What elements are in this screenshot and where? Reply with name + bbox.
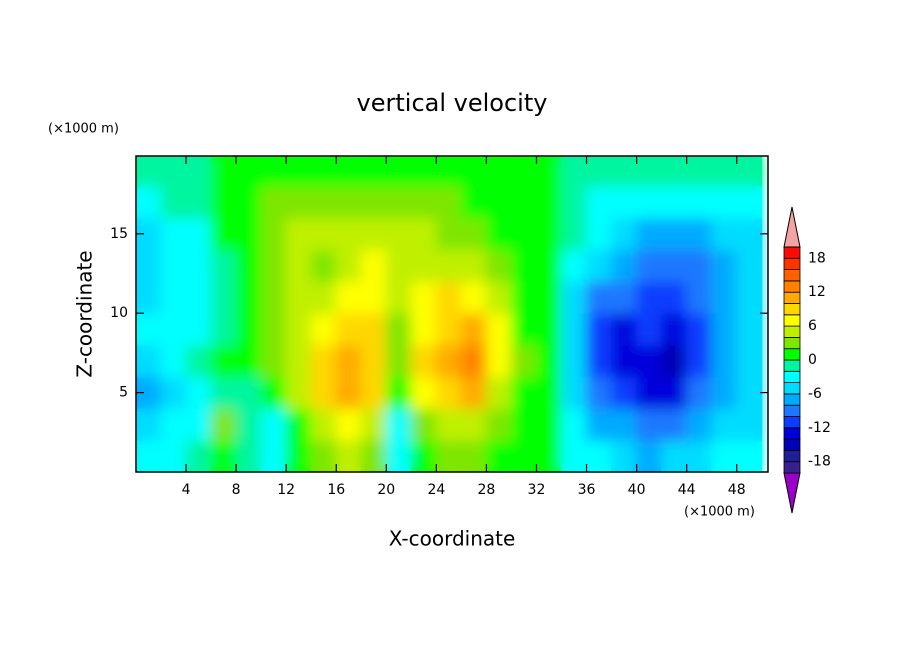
x-tick-label: 4 xyxy=(182,482,191,498)
x-tick-label: 40 xyxy=(628,482,646,498)
colorbar-box xyxy=(783,314,801,327)
colorbar-box xyxy=(783,370,801,383)
y-unit: (×1000 m) xyxy=(48,122,119,137)
x-tick-label: 20 xyxy=(377,482,395,498)
x-tick-label: 12 xyxy=(277,482,295,498)
x-tick-label: 36 xyxy=(578,482,596,498)
colorbar-box xyxy=(783,280,801,293)
colorbar-box xyxy=(783,348,801,361)
x-tick-label: 32 xyxy=(528,482,546,498)
colorbar-box xyxy=(783,393,801,406)
colorbar-label: -18 xyxy=(808,454,831,470)
colorbar-over xyxy=(783,206,801,248)
colorbar-box xyxy=(783,359,801,372)
colorbar-label: -12 xyxy=(808,420,831,436)
x-tick-label: 16 xyxy=(327,482,345,498)
colorbar-box xyxy=(783,461,801,474)
colorbar-box xyxy=(783,449,801,463)
colorbar-label: -6 xyxy=(808,386,822,402)
colorbar-box xyxy=(783,291,801,304)
colorbar-box xyxy=(783,336,801,350)
colorbar-box xyxy=(783,427,801,440)
colorbar-box xyxy=(783,257,801,270)
chart-title: vertical velocity xyxy=(357,89,548,117)
y-tick-label: 15 xyxy=(110,226,128,242)
colorbar-box xyxy=(783,269,801,282)
colorbar-label: 6 xyxy=(808,318,817,334)
x-tick-label: 8 xyxy=(232,482,241,498)
colorbar-box xyxy=(783,303,801,316)
x-unit: (×1000 m) xyxy=(684,505,755,520)
colorbar-box xyxy=(783,325,801,338)
colorbar-label: 12 xyxy=(808,284,826,300)
colorbar-box xyxy=(783,382,801,395)
field-smoothing xyxy=(136,156,763,472)
field xyxy=(136,156,763,472)
x-tick-label: 48 xyxy=(728,482,746,498)
colorbar-label: 18 xyxy=(808,250,826,266)
colorbar-box xyxy=(783,438,801,451)
x-tick-label: 28 xyxy=(478,482,496,498)
plot-frame xyxy=(135,155,769,473)
y-tick-label: 5 xyxy=(119,385,128,401)
colorbar-box xyxy=(783,416,801,429)
y-axis-title: Z-coordinate xyxy=(73,250,97,377)
colorbar-under xyxy=(783,472,801,514)
x-tick-label: 24 xyxy=(427,482,445,498)
colorbar-box xyxy=(783,246,801,259)
colorbar-label: 0 xyxy=(808,352,817,368)
colorbar-box xyxy=(783,404,801,417)
colorbar: -18 -12 -6 0 6 12 18 xyxy=(783,206,831,514)
x-tick-label: 44 xyxy=(678,482,696,498)
x-axis-title: X-coordinate xyxy=(389,527,516,551)
y-tick-label: 10 xyxy=(110,305,128,321)
